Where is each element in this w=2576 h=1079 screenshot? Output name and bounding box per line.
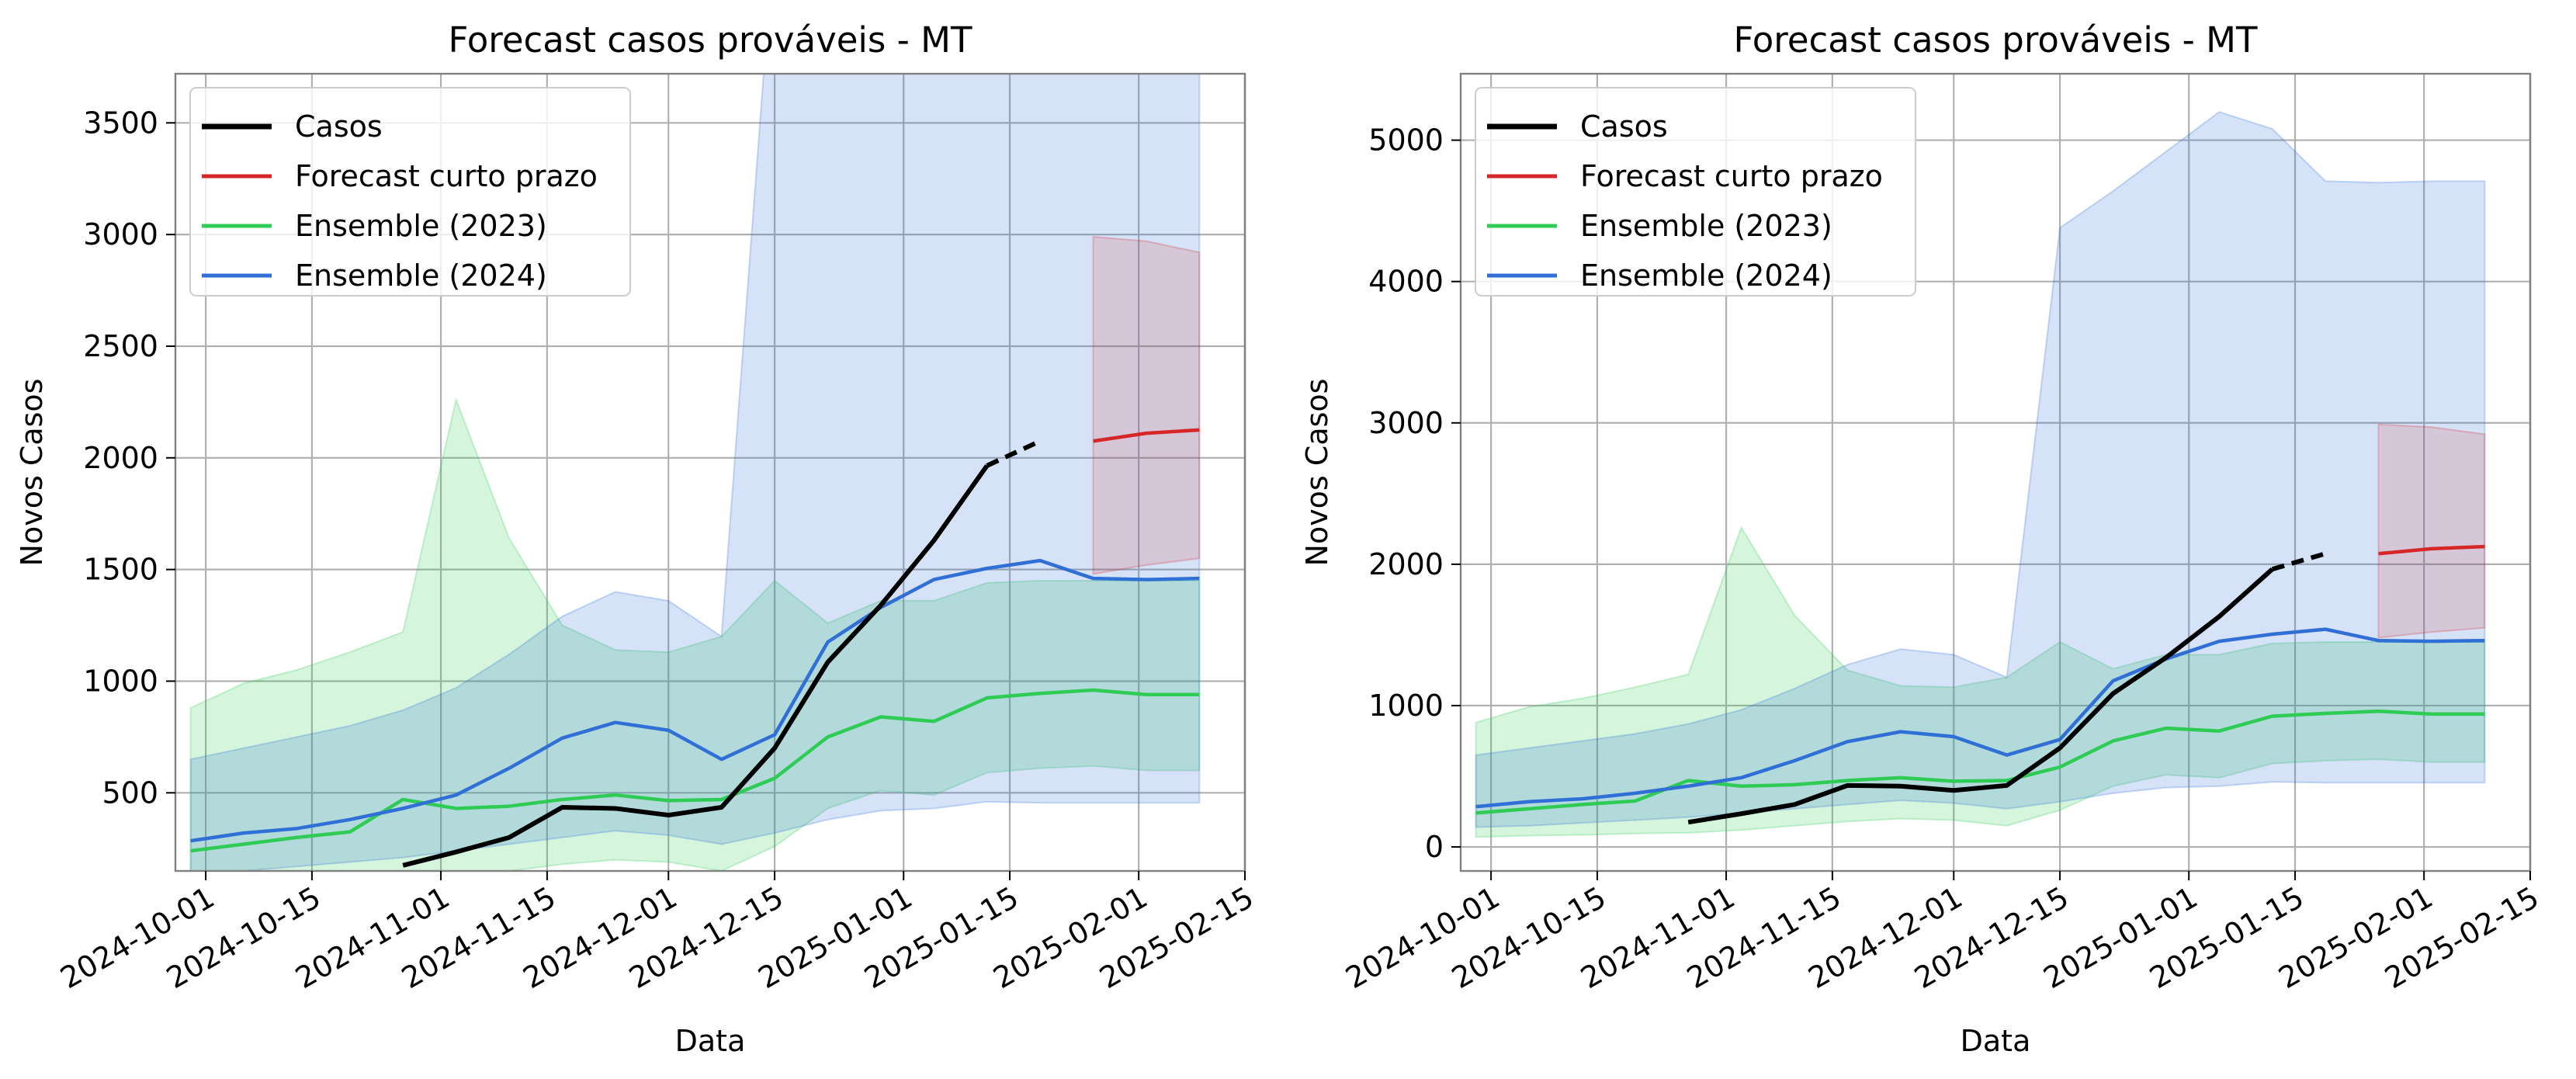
y-tick-label: 1000 [1368, 689, 1444, 723]
y-axis-label: Novos Casos [15, 379, 49, 567]
axes-frame [174, 72, 1246, 873]
series-line-forecast [2378, 544, 2485, 556]
x-axis: 2024-10-012024-10-152024-11-012024-11-15… [1340, 871, 2545, 995]
y-axis: 500 1000 1500 2000 2500 3000 3500 [83, 106, 175, 810]
y-tick-label: 3000 [1368, 406, 1444, 440]
series-line-casos-dashed [986, 439, 1042, 468]
confidence-band-bandForecast [1092, 235, 1201, 575]
confidence-band-band2023 [1475, 526, 2486, 838]
y-tick-label: 3500 [83, 106, 158, 140]
legend-label-forecast: Forecast curto prazo [295, 159, 598, 193]
x-axis: 2024-10-012024-10-152024-11-012024-11-15… [54, 871, 1260, 995]
confidence-band-band2024 [189, 74, 1201, 871]
y-axis-label: Novos Casos [1300, 379, 1334, 567]
y-tick-label: 4000 [1368, 265, 1444, 299]
plot-area [189, 74, 1201, 871]
y-tick-label: 2500 [83, 329, 158, 363]
legend-frame [189, 87, 631, 297]
axes-frame [1459, 72, 2532, 873]
legend-frame [1475, 87, 1916, 297]
series-line-casos [402, 464, 990, 868]
series-line-casos [1687, 567, 2274, 825]
chart-title: Forecast casos prováveis - MT [449, 19, 973, 61]
y-tick-label: 3000 [83, 217, 158, 252]
y-tick-label: 500 [102, 775, 158, 810]
chart-title: Forecast casos prováveis - MT [1734, 19, 2259, 61]
series-line-forecast [1093, 428, 1200, 443]
series-line-ens2023 [190, 688, 1200, 853]
confidence-band-band2024 [1475, 111, 2486, 828]
legend-label-ens2024: Ensemble (2024) [295, 258, 547, 293]
legend-label-forecast: Forecast curto prazo [1580, 159, 1883, 193]
chart-panel-1: 500 1000 1500 2000 2500 3000 3500 2024-10-01202… [15, 19, 1260, 1058]
legend-label-casos: Casos [1580, 109, 1668, 144]
series-line-ens2024 [1475, 627, 2485, 809]
series-line-casos-dashed [2271, 551, 2326, 572]
series-line-ens2023 [1475, 709, 2485, 815]
y-tick-label: 2000 [1368, 547, 1444, 581]
y-tick-label: 1000 [83, 664, 158, 698]
y-tick-label: 5000 [1368, 123, 1444, 158]
legend-label-ens2023: Ensemble (2023) [1580, 209, 1832, 243]
confidence-band-band2023 [189, 397, 1201, 871]
plot-area [1475, 111, 2486, 838]
y-tick-label: 0 [1425, 830, 1444, 864]
y-axis: 0 1000 2000 3000 4000 5000 [1368, 123, 1461, 864]
x-axis-label: Data [675, 1024, 746, 1058]
legend-label-ens2023: Ensemble (2023) [295, 209, 547, 243]
series-line-ens2024 [190, 558, 1200, 843]
confidence-band-bandForecast [2377, 423, 2486, 639]
legend-label-ens2024: Ensemble (2024) [1580, 258, 1832, 293]
chart-panel-2: 0 1000 2000 3000 4000 5000 2024-10-012024-10-1… [1300, 19, 2545, 1058]
legend: Casos Forecast curto prazo Ensemble (2023)… [1475, 87, 1916, 297]
y-tick-label: 2000 [83, 441, 158, 475]
legend: Casos Forecast curto prazo Ensemble (2023)… [189, 87, 631, 297]
legend-label-casos: Casos [295, 109, 383, 144]
y-tick-label: 1500 [83, 553, 158, 587]
x-axis-label: Data [1961, 1024, 2031, 1058]
